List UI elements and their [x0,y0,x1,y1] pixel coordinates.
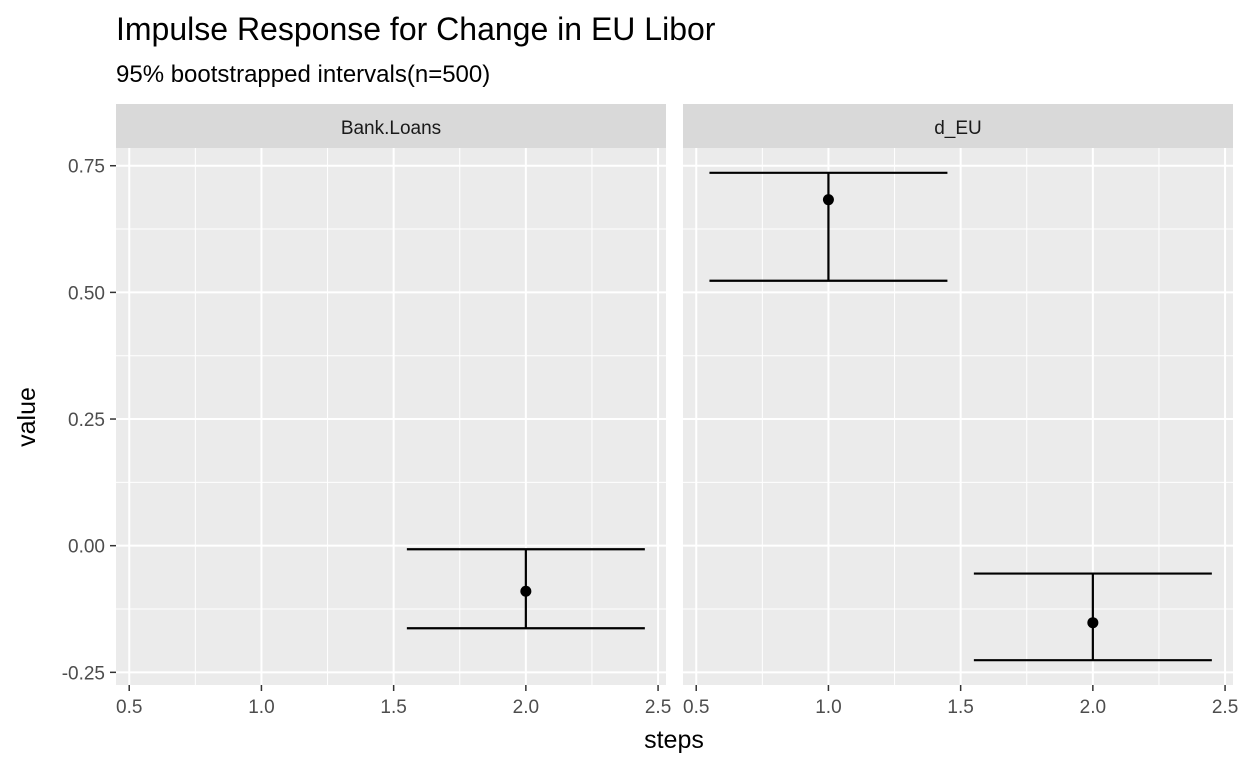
x-tick-label: 1.5 [380,697,406,718]
y-tick-label: 0.50 [68,283,105,304]
chart-title: Impulse Response for Change in EU Libor [116,11,716,47]
x-tick-label: 1.0 [815,697,841,718]
x-tick-label: 0.5 [116,697,142,718]
panel-background [116,148,666,685]
x-tick-label: 0.5 [683,697,709,718]
panel-background [683,148,1233,685]
facets: Bank.Loans 0.5 1.0 1.5 2.0 2.5 d_EU 0.5 1.0 1.5 2.… [116,104,1238,718]
x-tick-label: 2.5 [645,697,671,718]
y-axis: -0.25 0.00 0.25 0.50 0.75 [62,157,116,684]
facet-panel-2: d_EU 0.5 1.0 1.5 2.0 2.5 [683,104,1238,718]
facet-strip [116,104,666,148]
y-tick-label: 0.75 [68,157,105,178]
facet-panel-1: Bank.Loans 0.5 1.0 1.5 2.0 2.5 [116,104,671,718]
facet-strip-label: d_EU [934,118,982,139]
errorbar [709,171,948,282]
y-tick-label: -0.25 [62,663,105,684]
facet-strip [683,104,1233,148]
x-tick-label: 2.0 [513,697,539,718]
errorbar [973,572,1212,662]
errorbar [406,548,645,630]
x-tick-label: 2.0 [1080,697,1106,718]
facet-strip-label: Bank.Loans [341,118,441,139]
x-tick-label: 2.5 [1212,697,1238,718]
data-point [1087,617,1099,629]
y-tick-label: 0.00 [68,537,105,558]
x-tick-label: 1.0 [248,697,274,718]
data-point [520,585,532,597]
x-axis-title: steps [644,726,704,754]
y-tick-label: 0.25 [68,410,105,431]
y-axis-title: value [13,387,41,447]
chart-subtitle: 95% bootstrapped intervals(n=500) [116,61,490,88]
x-tick-label: 1.5 [947,697,973,718]
data-point [822,194,834,206]
